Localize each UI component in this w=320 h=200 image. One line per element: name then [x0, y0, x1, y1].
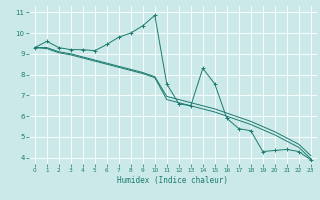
X-axis label: Humidex (Indice chaleur): Humidex (Indice chaleur): [117, 176, 228, 185]
